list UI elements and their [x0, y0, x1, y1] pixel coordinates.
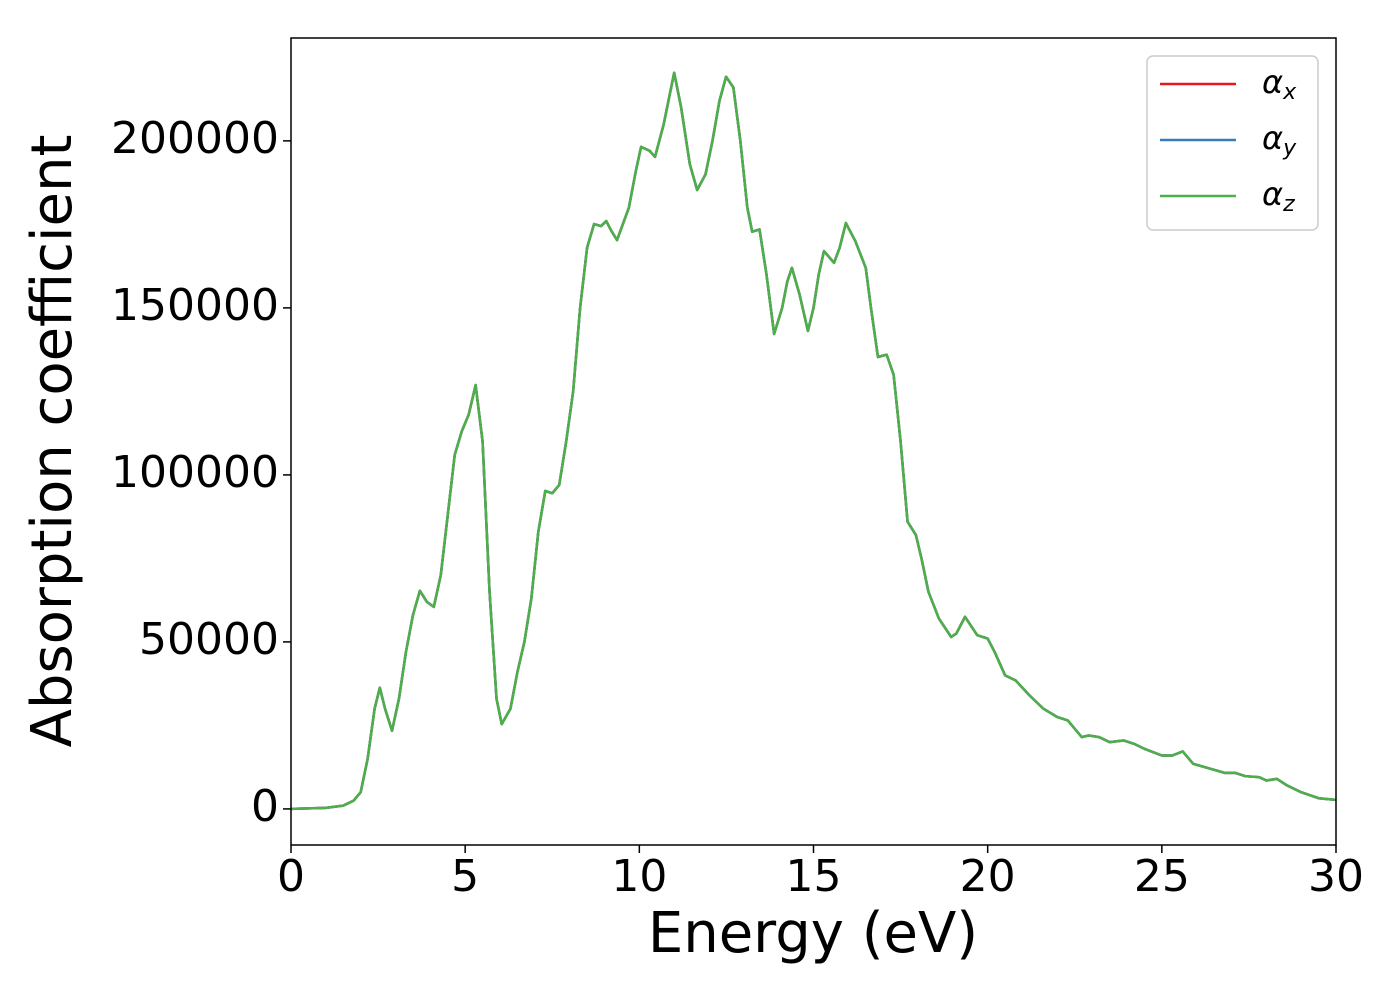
y-axis-label: Absorption coefficient: [20, 135, 85, 748]
x-tick-label: 0: [277, 851, 305, 902]
x-axis-label: Energy (eV): [648, 901, 978, 966]
plot-lines: [291, 71, 1336, 811]
y-tick-label: 150000: [111, 280, 279, 331]
legend-label: αz: [1262, 175, 1295, 217]
plot-frame: [290, 37, 1337, 846]
y-tick-label: 0: [251, 781, 279, 832]
y-tick-label: 50000: [139, 614, 279, 665]
legend-box: [1146, 55, 1319, 231]
legend-label: αy: [1262, 119, 1297, 161]
x-tick-label: 5: [451, 851, 479, 902]
data-line: [291, 71, 1336, 811]
y-tick-label: 100000: [111, 447, 279, 498]
x-tick-label: 20: [960, 851, 1016, 902]
x-tick-label: 30: [1308, 851, 1364, 902]
x-tick-label: 10: [611, 851, 667, 902]
x-tick-label: 25: [1134, 851, 1190, 902]
legend-label: αx: [1262, 63, 1297, 105]
x-tick-label: 15: [786, 851, 842, 902]
y-tick-label: 200000: [111, 113, 279, 164]
